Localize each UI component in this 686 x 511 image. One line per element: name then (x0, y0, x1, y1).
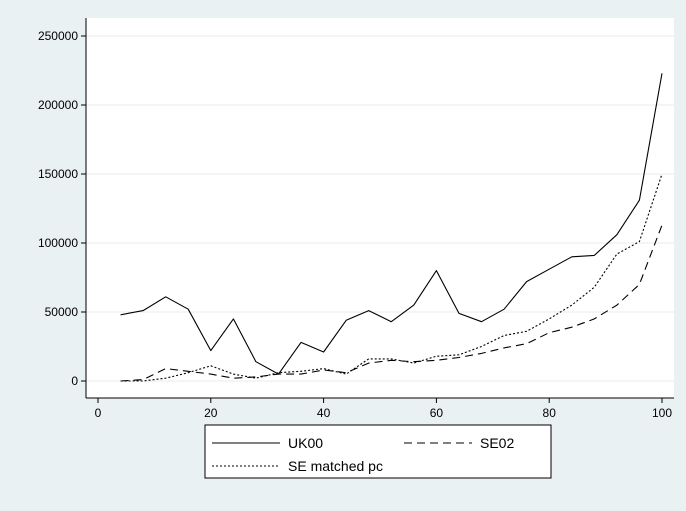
x-tick-label: 100 (652, 406, 672, 420)
x-tick-label: 40 (317, 406, 331, 420)
series-line-uk00 (120, 73, 663, 375)
y-tick-label: 150000 (38, 167, 78, 181)
y-tick-label: 100000 (38, 236, 78, 250)
y-tick-label: 0 (71, 374, 78, 388)
series-line-se-matched-pc (120, 173, 663, 382)
x-tick-label: 60 (430, 406, 444, 420)
y-tick-label: 200000 (38, 98, 78, 112)
y-tick-label: 50000 (45, 305, 79, 319)
y-tick-label: 250000 (38, 29, 78, 43)
x-tick-label: 80 (543, 406, 557, 420)
grid-layer (86, 35, 674, 382)
legend-label: SE matched pc (288, 458, 383, 474)
legend-label: UK00 (288, 435, 323, 451)
x-tick-label: 20 (204, 406, 218, 420)
axes-layer: 0 50000 100000 150000 200000 250000 0 20 40 60 80 1… (38, 18, 674, 420)
legend-box (204, 424, 552, 479)
plot-area (86, 18, 674, 398)
x-tick-label: 0 (95, 406, 102, 420)
series-layer (120, 73, 663, 382)
series-line-se02 (120, 224, 663, 382)
legend: UK00 SE02 SE matched pc (204, 424, 552, 479)
legend-label: SE02 (480, 435, 514, 451)
